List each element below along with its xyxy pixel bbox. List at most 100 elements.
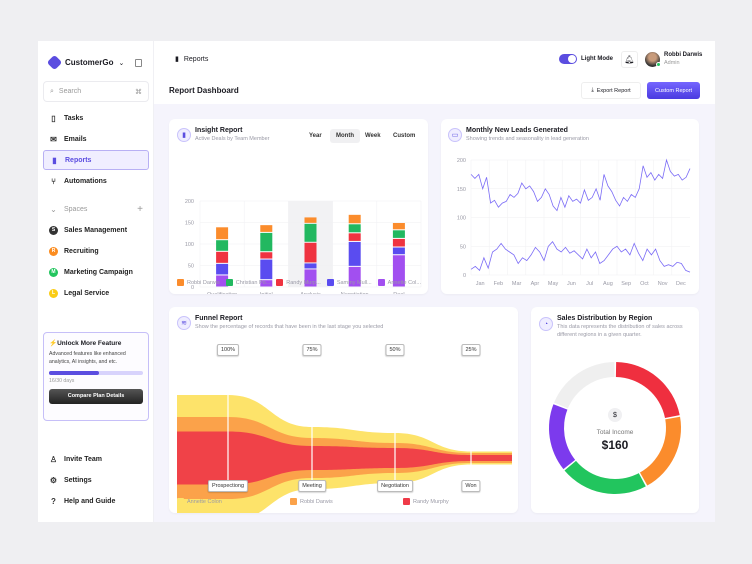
y-tick-label: 50 [460,244,466,250]
notification-button[interactable]: 🔔︎ [621,51,638,68]
space-recruiting[interactable]: R Recruiting [43,241,149,261]
bar-segment [392,255,405,287]
y-tick-label: 50 [188,264,194,270]
bar-segment [260,259,273,280]
card-title: Insight Report [195,127,243,134]
bar-segment [392,230,405,238]
x-tick-label: Jul [586,281,593,287]
sidebar-item-automations[interactable]: ⑂ Automations [43,171,149,191]
avatar[interactable] [645,52,661,67]
custom-report-button[interactable]: Custom Report [647,82,700,99]
user-role: Admin [664,60,680,66]
search-placeholder: Search [58,88,82,95]
sidebar: CustomerGo ⌄ ⌕ Search ⌘ ▯ Tasks ✉ Emails ▮… [38,41,154,522]
trial-days: 16/30 days [49,377,75,384]
light-mode-toggle[interactable] [559,54,577,64]
legend-label: Annette Colon [187,498,222,505]
y-tick-label: 200 [185,199,194,205]
legend-swatch [326,279,334,286]
clipboard-icon: ▯ [51,113,56,123]
sidebar-item-emails[interactable]: ✉ Emails [43,129,149,149]
bar-segment [304,269,317,287]
x-tick-label: Dec [676,281,686,287]
trial-progress [49,370,143,375]
legend-item[interactable]: Annette Colon [177,498,222,505]
legend-item[interactable]: Sammy Mull... [326,279,372,286]
sidebar-item-tasks[interactable]: ▯ Tasks [43,108,149,128]
tab-month[interactable]: Month [330,129,360,143]
dollar-icon: $ [608,408,622,422]
legend-swatch [290,498,297,505]
space-legal-service[interactable]: L Legal Service [43,283,149,303]
tab-custom[interactable]: Custom [393,133,416,139]
x-tick-label: Aug [603,281,613,287]
stage-label: Negotiation [377,480,413,492]
nav-label: Marketing Campaign [64,268,133,276]
bar-segment [216,275,229,287]
tab-week[interactable]: Week [365,133,381,139]
user-name: Robbi Darwis [664,52,703,58]
legend-label: Annette Col... [387,279,421,286]
sidebar-item-reports[interactable]: ▮ Reports [43,150,149,170]
sidebar-collapse-icon[interactable] [135,59,142,67]
percent-label: 100% [216,344,240,356]
search-icon: ⌕ [50,87,54,95]
space-avatar: L [49,288,58,298]
line-series-lower [470,241,691,273]
legend-item[interactable]: Robbi Darwis [177,279,220,286]
space-sales-management[interactable]: S Sales Management [43,220,149,240]
stage-label: Meeting [298,480,326,492]
x-tick-label: Mar [512,281,522,287]
settings-link[interactable]: ⚙ Settings [43,470,149,490]
legend-item[interactable]: Annette Col... [377,279,421,286]
bar-segment [348,224,361,233]
card-title: Funnel Report [195,315,243,322]
bar-segment [304,242,317,263]
toggle-label: Light Mode [581,56,613,62]
tab-year[interactable]: Year [309,133,322,139]
legend-swatch [403,498,410,505]
bar-segment [260,280,273,287]
bar-segment [348,214,361,224]
app-name: CustomerGo [65,58,114,67]
space-marketing-campaign[interactable]: M Marketing Campaign [43,262,149,282]
legend-item[interactable]: Christian Po... [225,279,270,286]
add-space-icon[interactable]: + [137,203,143,215]
export-label: Export Report [596,87,631,94]
x-tick-label: Feb [494,281,503,287]
x-tick-label: Nov [658,281,668,287]
bar-chart-icon: ▮ [175,56,179,63]
legend-swatch [177,498,184,505]
x-tick-label: Sep [621,281,631,287]
chevron-down-icon: ⌄ [50,204,57,214]
bar-segment [392,223,405,230]
stage-label: Won [461,480,481,492]
upgrade-card: ⚡Unlock More Feature Advanced features l… [43,332,149,421]
card-subtitle: Showing trends and seasonality in lead g… [466,136,589,142]
legend-item[interactable]: Randy Murp... [276,279,321,286]
y-tick-label: 0 [463,273,466,279]
help-link[interactable]: ? Help and Guide [43,491,149,511]
legend-item[interactable]: Robbi Darwis [290,498,333,505]
y-tick-label: 200 [457,158,466,164]
card-title: Sales Distribution by Region [557,315,653,322]
card-subtitle: Show the percentage of records that have… [195,324,384,330]
x-tick-label: Negotiation [341,292,369,294]
bar-segment [348,241,361,266]
mail-icon: ✉ [50,134,57,144]
legend-item[interactable]: Randy Murphy [403,498,449,505]
bell-icon: 🔔︎ [624,55,635,64]
y-tick-label: 150 [457,187,466,193]
online-status-icon [656,62,661,67]
legend-label: Robbi Darwis [300,498,333,505]
compare-plan-button[interactable]: Compare Plan Details [49,388,143,404]
spaces-header[interactable]: ⌄ Spaces + [43,199,149,219]
y-tick-label: 100 [185,242,194,248]
invite-team-link[interactable]: ♙ Invite Team [43,449,149,469]
workspace-switcher[interactable]: CustomerGo ⌄ [46,54,124,71]
bar-segment [304,263,317,269]
nav-label: Legal Service [64,289,110,297]
export-report-button[interactable]: ⤓ Export Report [581,82,641,99]
search-input[interactable]: ⌕ Search ⌘ [43,81,149,102]
bar-segment [216,227,229,240]
